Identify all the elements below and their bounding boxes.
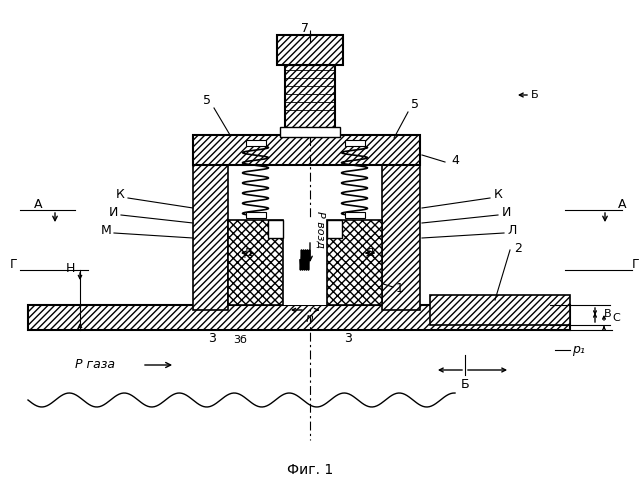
Text: 3б: 3б [233,335,247,345]
Text: Н: Н [65,262,75,274]
Text: В: В [604,309,612,319]
Bar [245,212,265,218]
Text: р₁: р₁ [571,344,585,356]
Bar [285,65,335,135]
Bar [327,220,342,238]
Text: Р возд: Р возд [315,212,325,248]
Bar [277,35,343,65]
Text: Д: Д [366,248,374,258]
Text: Г: Г [10,258,18,272]
Text: С: С [612,313,620,323]
Text: К: К [116,188,125,202]
Bar [28,305,570,330]
Bar [280,127,340,137]
Text: 3: 3 [208,332,216,344]
Bar [228,220,283,305]
Text: Д: Д [243,248,252,258]
Text: Б: Б [531,90,539,100]
Text: К: К [493,188,502,202]
Text: 1: 1 [396,282,404,294]
Text: Л: Л [507,224,517,237]
Bar [245,140,265,146]
Text: 7: 7 [301,22,309,35]
Text: И: И [109,206,118,220]
Text: И: И [502,206,511,220]
Text: А: А [34,198,42,211]
Text: 4: 4 [451,154,459,166]
Text: Г: Г [632,258,639,272]
Text: 5: 5 [411,98,419,112]
Text: Б: Б [461,378,469,392]
Bar [240,270,380,305]
Text: 5: 5 [203,94,211,106]
Bar [193,165,228,310]
Text: М: М [100,224,111,237]
Bar [382,165,420,310]
Bar [430,295,570,325]
Bar [268,220,283,238]
Text: 3: 3 [344,332,352,344]
Text: 2: 2 [514,242,522,254]
Bar [193,135,420,165]
Text: Р газа: Р газа [75,358,115,372]
Text: А: А [618,198,626,211]
Text: n: n [306,312,314,324]
Bar [344,140,364,146]
Bar [283,220,327,305]
Bar [327,220,382,305]
Bar [344,212,364,218]
Text: Фиг. 1: Фиг. 1 [287,463,333,477]
